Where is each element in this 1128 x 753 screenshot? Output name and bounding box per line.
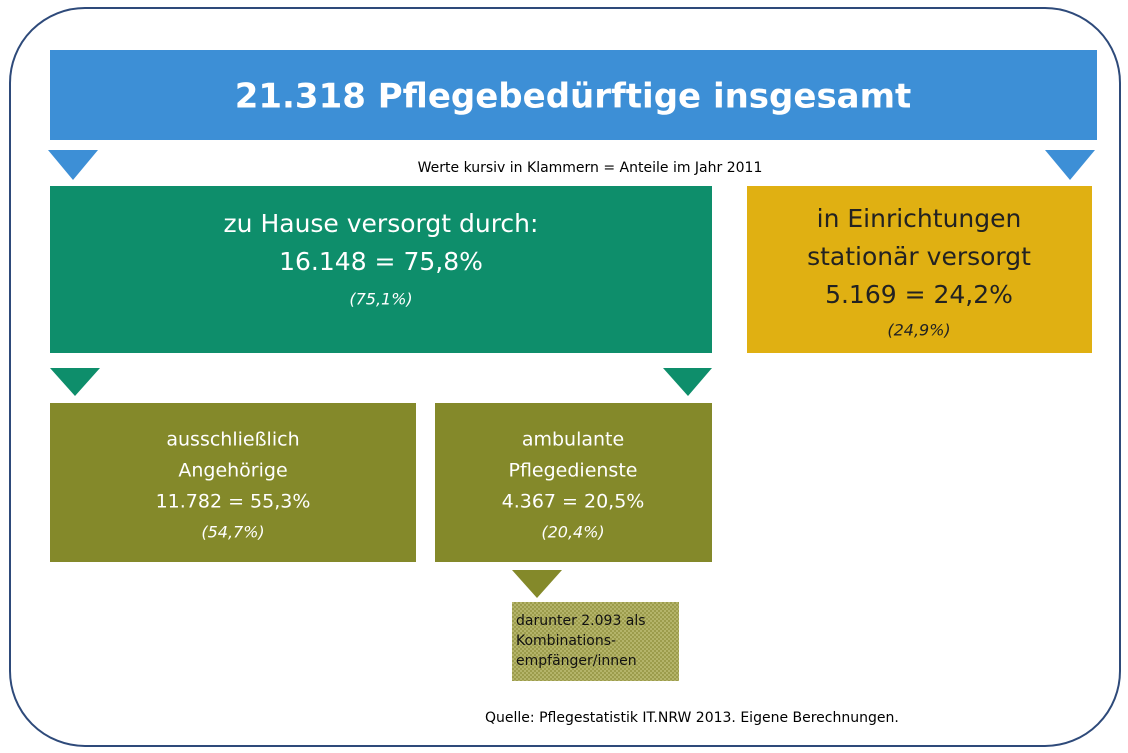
arrow (48, 150, 98, 180)
arrow (50, 368, 100, 396)
node-label: in Einrichtungen (817, 204, 1022, 233)
node-label: Pflegedienste (509, 460, 638, 482)
note: Werte kursiv in Klammern = Anteile im Ja… (418, 160, 763, 176)
share-2011: (54,7%) (201, 523, 264, 542)
node-label: ausschließlich (166, 429, 299, 451)
node-box (512, 602, 679, 681)
node-label: 16.148 = 75,8% (279, 247, 483, 276)
node-label: 4.367 = 20,5% (502, 491, 645, 513)
node-label: 5.169 = 24,2% (825, 280, 1013, 309)
arrow (1045, 150, 1095, 180)
frame (9, 7, 1121, 747)
node-box (435, 403, 712, 562)
source: Quelle: Pflegestatistik IT.NRW 2013. Eig… (485, 710, 899, 726)
title: 21.318 Pflegebedürftige insgesamt (235, 77, 912, 117)
node-label: Kombinations- (516, 633, 616, 649)
node-label: Angehörige (178, 460, 287, 482)
arrow (512, 570, 562, 598)
node-label: zu Hause versorgt durch: (224, 209, 539, 238)
share-2011: (24,9%) (887, 321, 950, 340)
node-label: ambulante (522, 429, 624, 451)
node-box (747, 186, 1092, 353)
arrow (663, 368, 712, 396)
share-2011: (20,4%) (541, 523, 604, 542)
share-2011: (75,1%) (349, 290, 412, 309)
node-label: 11.782 = 55,3% (156, 491, 311, 513)
node-label: empfänger/innen (516, 653, 637, 669)
header-bar (50, 50, 1097, 140)
node-box (50, 186, 712, 353)
node-label: stationär versorgt (807, 242, 1031, 271)
node-label: darunter 2.093 als (516, 613, 646, 629)
node-box (50, 403, 416, 562)
